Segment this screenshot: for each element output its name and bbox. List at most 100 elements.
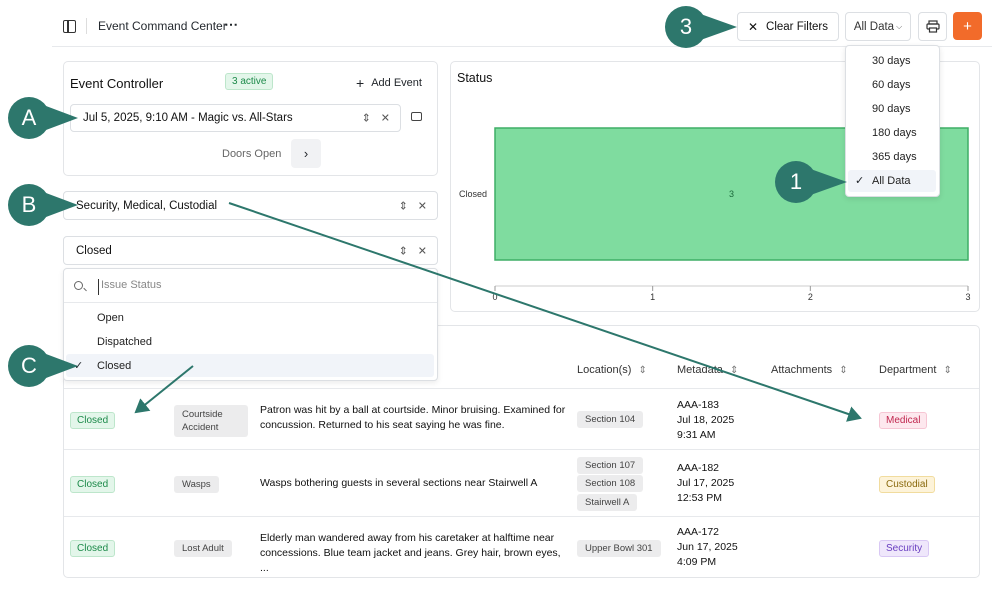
issue-id: AAA-172 — [677, 526, 720, 538]
column-header-label: Location(s) — [577, 364, 632, 376]
event-select-value: Jul 5, 2025, 9:10 AM - Magic vs. All-Sta… — [83, 112, 293, 124]
callout-label: 1 — [789, 169, 803, 194]
check-icon: ✓ — [74, 360, 84, 372]
chevron-updown-icon: ⇕ — [398, 245, 408, 257]
column-header-label: Department — [879, 364, 937, 376]
sort-icon: ⇕ — [839, 365, 848, 376]
range-option-90[interactable]: 90 days — [872, 103, 911, 115]
row-divider — [64, 516, 979, 517]
issue-type-tag: Lost Adult — [174, 540, 232, 557]
callout-1: 1 — [775, 161, 847, 203]
header-divider — [52, 46, 992, 47]
callout-c: C — [8, 345, 78, 387]
column-header-location[interactable]: Location(s) ⇕ — [577, 364, 647, 376]
chevron-updown-icon: ⇕ — [398, 200, 408, 212]
event-calendar-icon[interactable] — [411, 112, 422, 121]
department-badge: Medical — [879, 412, 928, 429]
status-option-dispatched[interactable]: Dispatched — [97, 336, 153, 348]
printer-icon — [925, 20, 940, 33]
x-tick-label: 3 — [965, 292, 970, 302]
sort-icon: ⇕ — [638, 365, 647, 376]
location-tag: Upper Bowl 301 — [577, 540, 661, 557]
callout-3: 3 — [665, 6, 737, 48]
issue-time: 4:09 PM — [677, 556, 717, 568]
y-tick-label: Closed — [459, 189, 487, 199]
issue-time: 9:31 AM — [677, 429, 716, 441]
issue-date: Jul 17, 2025 — [677, 477, 735, 489]
add-button[interactable]: + — [953, 12, 982, 40]
callout-a: A — [8, 97, 78, 139]
issue-date: Jun 17, 2025 — [677, 541, 738, 553]
issue-description: Wasps bothering guests in several sectio… — [260, 477, 538, 489]
issue-time: 12:53 PM — [677, 492, 722, 504]
callout-label: C — [21, 353, 37, 378]
status-badge: Closed — [70, 412, 116, 429]
range-option-30[interactable]: 30 days — [872, 55, 911, 67]
data-label: 3 — [729, 189, 734, 199]
status-filter[interactable]: Closed ⇕ ✕ — [63, 236, 438, 265]
column-header-label: Metadata — [677, 364, 723, 376]
close-icon: ✕ — [747, 19, 759, 34]
row-divider — [64, 449, 979, 450]
x-tick-label: 0 — [492, 292, 497, 302]
clear-icon[interactable]: ✕ — [417, 200, 427, 212]
column-header-department[interactable]: Department ⇕ — [879, 364, 952, 376]
add-event-label: Add Event — [371, 77, 422, 89]
range-option-all[interactable]: All Data — [872, 175, 911, 187]
chevron-down-icon: ⌵ — [896, 21, 903, 31]
next-stage-button[interactable]: › — [291, 139, 321, 168]
location-tag: Section 108 — [577, 475, 644, 492]
range-option-365[interactable]: 365 days — [872, 151, 917, 163]
status-option-open[interactable]: Open — [97, 312, 124, 324]
department-badge: Security — [879, 540, 930, 557]
clear-icon[interactable]: ✕ — [417, 245, 427, 257]
event-select[interactable]: Jul 5, 2025, 9:10 AM - Magic vs. All-Sta… — [70, 104, 401, 132]
issue-id: AAA-183 — [677, 399, 720, 411]
range-select[interactable]: All Data ⌵ — [845, 12, 911, 41]
status-filter-value: Closed — [76, 244, 112, 257]
status-search-input[interactable]: Issue Status — [98, 279, 418, 295]
active-count-badge: 3 active — [225, 73, 274, 90]
location-tag: Section 107 — [577, 457, 644, 474]
event-controller-title: Event Controller — [70, 76, 164, 91]
add-event-button[interactable]: + Add Event — [356, 75, 422, 91]
range-option-all-highlight[interactable] — [848, 170, 936, 192]
column-header-attachments[interactable]: Attachments ⇕ — [771, 364, 848, 376]
chevron-right-icon: › — [303, 146, 309, 161]
check-icon: ✓ — [855, 175, 865, 187]
department-filter-value: Security, Medical, Custodial — [76, 199, 218, 212]
range-select-value: All Data — [853, 20, 895, 33]
page-title: Event Command Center — [98, 19, 227, 33]
print-button[interactable] — [918, 12, 947, 41]
plus-icon: + — [356, 75, 365, 91]
callout-b: B — [8, 184, 78, 226]
clear-filters-label: Clear Filters — [766, 20, 829, 33]
department-filter[interactable]: Security, Medical, Custodial ⇕ ✕ — [63, 191, 438, 220]
sort-icon: ⇕ — [729, 365, 739, 376]
status-badge: Closed — [70, 476, 116, 493]
range-option-60[interactable]: 60 days — [872, 79, 911, 91]
issue-type-tag: Courtside Accident — [174, 405, 248, 437]
callout-label: 3 — [679, 14, 693, 39]
location-tag: Section 104 — [577, 411, 644, 428]
search-icon — [74, 281, 83, 290]
range-option-180[interactable]: 180 days — [872, 127, 917, 139]
dropdown-divider — [64, 302, 437, 303]
callout-label: A — [21, 105, 37, 130]
issue-type-tag: Wasps — [174, 476, 219, 493]
column-header-label: Attachments — [771, 364, 833, 376]
issue-id: AAA-182 — [677, 462, 720, 474]
clear-icon[interactable]: ✕ — [380, 112, 390, 125]
sidebar-toggle-icon[interactable] — [63, 20, 76, 33]
more-menu-icon[interactable]: ⋯ — [224, 16, 238, 32]
x-tick-label: 1 — [650, 292, 655, 302]
x-tick-label: 2 — [808, 292, 813, 302]
column-header-metadata[interactable]: Metadata ⇕ — [677, 364, 738, 376]
issue-date: Jul 18, 2025 — [677, 414, 735, 426]
sort-icon: ⇕ — [943, 365, 952, 376]
divider — [86, 18, 87, 34]
clear-filters-button[interactable]: ✕ Clear Filters — [737, 12, 839, 41]
status-option-closed[interactable]: Closed — [97, 360, 132, 372]
location-tag: Stairwell A — [577, 494, 638, 511]
status-badge: Closed — [70, 540, 116, 557]
